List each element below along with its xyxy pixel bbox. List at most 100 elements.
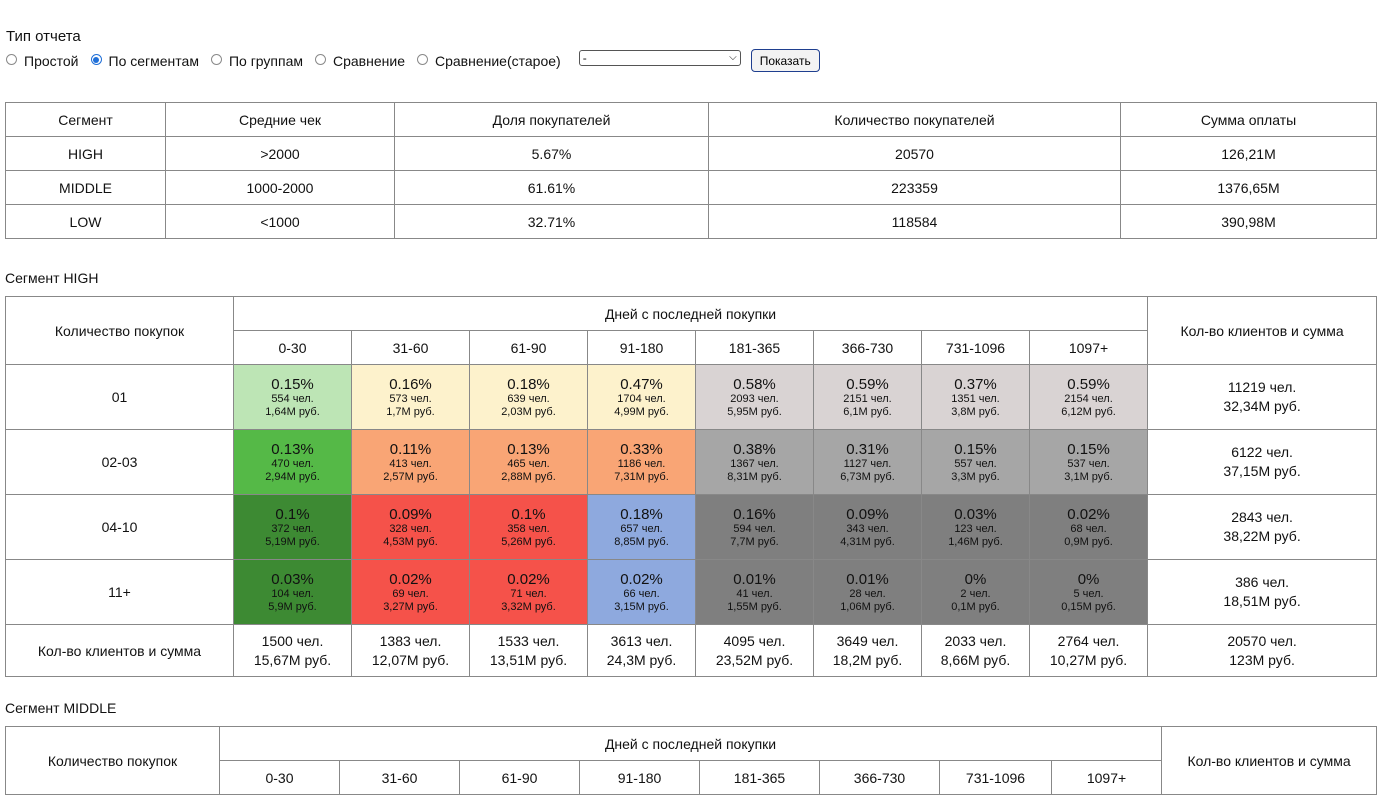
matrix-cell: 0.13% 465 чел. 2,88M руб. [469, 429, 588, 495]
radio-comparison[interactable]: Сравнение [315, 53, 405, 69]
radio-button-simple[interactable] [6, 54, 17, 65]
matrix-cell: 0.38% 1367 чел. 8,31M руб. [695, 429, 814, 495]
row-total-sum: 32,34M руб. [1223, 398, 1301, 414]
radio-button-by-segments[interactable] [90, 54, 102, 65]
cell-percent: 0% [1077, 570, 1100, 588]
cell-sum: 4,53M руб. [383, 535, 438, 548]
summary-cell: 32.71% [394, 204, 709, 239]
cell-percent: 0.18% [620, 505, 663, 523]
purchase-count-label: 01 [5, 364, 234, 430]
matrix-row: 04-10 0.1% 372 чел. 5,19M руб. 0.09% 328 чел.… [5, 494, 1378, 560]
cell-percent: 0.11% [389, 440, 432, 458]
cell-count: 554 чел. [271, 392, 314, 405]
cell-count: 1127 чел. [843, 457, 892, 470]
cell-sum: 3,3M руб. [951, 470, 1000, 483]
radio-by-groups[interactable]: По группам [210, 53, 303, 69]
cell-sum: 7,7M руб. [730, 535, 779, 548]
radio-by-segments[interactable]: По сегментам [90, 53, 199, 69]
summary-cell: HIGH [5, 136, 166, 171]
column-total-sum: 24,3M руб. [606, 651, 677, 668]
column-total-sum: 12,07M руб. [371, 651, 450, 668]
matrix-cell: 0.15% 537 чел. 3,1M руб. [1028, 429, 1149, 495]
segment-select[interactable]: - ⌵ [578, 49, 741, 66]
row-total-cell: 6122 чел. 37,15M руб. [1147, 429, 1378, 495]
summary-header-row: Сегмент Средние чек Доля покупателей Количе… [5, 102, 1377, 137]
days-column-header: 0-30 [233, 330, 352, 365]
matrix-cell: 0.03% 123 чел. 1,46M руб. [921, 494, 1030, 560]
report-type-title: Тип отчета [6, 28, 81, 45]
cell-count: 5 чел. [1073, 587, 1104, 600]
cell-sum: 2,03M руб. [501, 405, 556, 418]
grand-total-count: 20570 чел. [1227, 632, 1297, 649]
report-type-controls: Простой По сегментам По группам Сравнени… [6, 49, 820, 72]
days-column-header: 1097+ [1028, 330, 1149, 365]
summary-header-cell: Средние чек [165, 102, 395, 137]
column-total-cell: 3613 чел. 24,3M руб. [587, 624, 696, 677]
cell-percent: 0% [964, 570, 987, 588]
cell-count: 1186 чел. [617, 457, 666, 470]
matrix-cell: 0.1% 372 чел. 5,19M руб. [233, 494, 352, 560]
summary-cell: >2000 [165, 136, 395, 171]
days-column-header: 366-730 [813, 330, 922, 365]
matrix-cell: 0.15% 557 чел. 3,3M руб. [921, 429, 1030, 495]
matrix-cell: 0.11% 413 чел. 2,57M руб. [351, 429, 470, 495]
matrix-cell: 0.01% 41 чел. 1,55M руб. [695, 559, 814, 625]
matrix-cell: 0.02% 71 чел. 3,32M руб. [469, 559, 588, 625]
cell-sum: 3,32M руб. [501, 600, 556, 613]
cell-sum: 8,31M руб. [727, 470, 782, 483]
matrix-cell: 0.15% 554 чел. 1,64M руб. [233, 364, 352, 430]
days-column-header: 1097+ [1050, 760, 1163, 795]
matrix-footer-row: Кол-во клиентов и сумма 1500 чел. 15,67M р… [5, 624, 1378, 677]
matrix-cell: 0.02% 68 чел. 0,9M руб. [1028, 494, 1149, 560]
column-total-cell: 1533 чел. 13,51M руб. [469, 624, 588, 677]
radio-button-comparison-old[interactable] [416, 54, 428, 65]
cell-sum: 3,1M руб. [1064, 470, 1113, 483]
cell-percent: 0.09% [389, 505, 432, 523]
cell-sum: 6,1M руб. [843, 405, 892, 418]
cell-percent: 0.02% [389, 570, 432, 588]
cell-count: 1367 чел. [730, 457, 779, 470]
summary-header-cell: Сумма оплаты [1120, 102, 1377, 137]
cell-sum: 6,12M руб. [1061, 405, 1116, 418]
cell-percent: 0.59% [1067, 375, 1110, 393]
days-column-header: 91-180 [579, 760, 700, 795]
column-total-cell: 1383 чел. 12,07M руб. [351, 624, 470, 677]
cell-sum: 0,15M руб. [1061, 600, 1116, 613]
radio-button-by-groups[interactable] [210, 54, 222, 65]
summary-cell: 126,21M [1120, 136, 1377, 171]
cell-count: 465 чел. [507, 457, 550, 470]
radio-label-by-segments: По сегментам [108, 53, 199, 69]
show-button[interactable]: Показать [750, 49, 820, 72]
cell-count: 343 чел. [846, 522, 889, 535]
radio-simple[interactable]: Простой [6, 53, 79, 69]
cell-sum: 0,1M руб. [951, 600, 1000, 613]
cell-count: 2151 чел. [843, 392, 892, 405]
segment-middle-title: Сегмент MIDDLE [5, 700, 117, 716]
cell-percent: 0.15% [954, 440, 997, 458]
matrix-columns-row: 0-30 31-60 61-90 91-180 181-365 366-730 731-10… [6, 330, 1377, 365]
summary-header-cell: Доля покупателей [394, 102, 709, 137]
cell-percent: 0.31% [846, 440, 889, 458]
matrix-cell: 0.33% 1186 чел. 7,31M руб. [587, 429, 696, 495]
cell-sum: 5,26M руб. [501, 535, 556, 548]
column-total-count: 3649 чел. [836, 632, 899, 649]
column-total-count: 1500 чел. [261, 632, 324, 649]
summary-cell: MIDDLE [5, 170, 166, 205]
radio-button-comparison[interactable] [315, 54, 326, 65]
summary-row: HIGH >2000 5.67% 20570 126,21M [5, 136, 1377, 171]
matrix-cell: 0.09% 343 чел. 4,31M руб. [813, 494, 922, 560]
matrix-cell: 0.02% 69 чел. 3,27M руб. [351, 559, 470, 625]
cell-count: 68 чел. [1070, 522, 1107, 535]
cell-count: 66 чел. [623, 587, 660, 600]
cell-count: 71 чел. [510, 587, 547, 600]
cell-percent: 0.47% [620, 375, 663, 393]
radio-comparison-old[interactable]: Сравнение(старое) [416, 53, 561, 69]
cell-count: 470 чел. [271, 457, 314, 470]
cell-sum: 2,88M руб. [501, 470, 556, 483]
cell-percent: 0.16% [733, 505, 776, 523]
cell-percent: 0.38% [733, 440, 776, 458]
column-total-cell: 2033 чел. 8,66M руб. [921, 624, 1030, 677]
cell-sum: 4,31M руб. [840, 535, 895, 548]
matrix-row: 11+ 0.03% 104 чел. 5,9M руб. 0.02% 69 чел. 3,2… [5, 559, 1378, 625]
matrix-row: 01 0.15% 554 чел. 1,64M руб. 0.16% 573 чел. 1,… [5, 364, 1378, 430]
